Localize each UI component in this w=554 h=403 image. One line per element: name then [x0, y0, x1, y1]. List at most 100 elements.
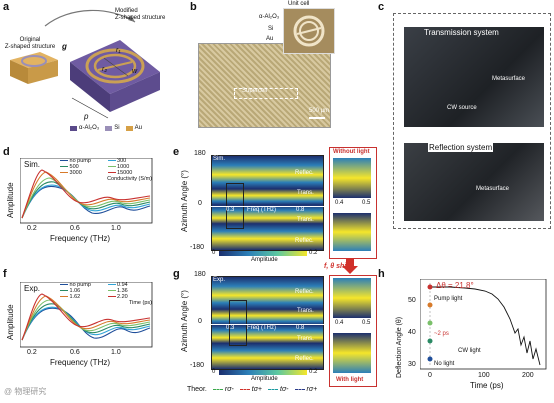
panel-h-annot-1: ~2 ps	[434, 331, 449, 337]
panel-e-cbar-min: 0	[212, 250, 216, 256]
watermark: @ 物理研究	[4, 387, 47, 396]
unit-cell-inset	[283, 8, 335, 54]
legend-d-0: no pump	[60, 158, 105, 164]
curve-d-4	[21, 171, 151, 219]
curve-f-4	[21, 295, 151, 341]
panel-e-y-mid: 0	[198, 200, 202, 207]
panel-e-f-tick-1: 0.8	[296, 207, 305, 213]
curve-d-3	[21, 177, 151, 219]
microscope-image	[198, 43, 331, 128]
panel-label-b: b	[190, 1, 197, 13]
legend-si: Si	[114, 125, 120, 131]
panel-e-f-tick-0: 0.3	[226, 207, 235, 213]
label-original: Original Z-shaped structure	[4, 37, 56, 50]
curve-f-0	[21, 307, 151, 341]
panel-f-tag: Exp.	[24, 284, 41, 293]
panel-d-ylabel: Amplitude	[6, 182, 15, 218]
panel-f-tick-2: 1.0	[111, 349, 121, 356]
panel-f-plot	[20, 282, 153, 348]
legend-f-title: Time (ps)	[128, 300, 152, 306]
legend-f-5: 2.20	[107, 294, 153, 300]
panel-g-side-upper	[333, 278, 371, 318]
panel-e-side-upper	[333, 158, 371, 198]
legend-al2o3: α-Al₂O₃	[79, 125, 100, 131]
panel-h-xtick-1: 100	[478, 372, 490, 379]
panel-label-h: h	[378, 268, 385, 280]
panel-g-freq-label: Freq (THz)	[247, 325, 276, 331]
shift-label: f, θ shift	[324, 263, 351, 270]
legend-d-5: 15000	[107, 170, 153, 176]
legend-d-3: 1000	[107, 164, 153, 170]
curve-d-1	[21, 184, 151, 219]
legend-f-1: 0.94	[107, 282, 153, 288]
layer-al2o3: α-Al₂O₃	[259, 14, 280, 20]
panel-g-row-1: Trans.	[297, 308, 314, 314]
legend-d-4: 3000	[60, 170, 105, 176]
panel-e-row-0: Reflec.	[295, 170, 314, 176]
panel-e-cbar-label: Amplitude	[251, 257, 278, 263]
panel-h-annot-0: Pump light	[434, 296, 463, 302]
photo-frame	[393, 13, 551, 229]
panel-g-cbar-max: 0.2	[309, 369, 318, 375]
panel-g-y-mid: 0	[198, 318, 202, 325]
layer-au: Au	[266, 36, 274, 42]
dim-p: p	[84, 112, 89, 121]
panel-g-ylabel: Azimuth Angle (°)	[180, 290, 189, 352]
panel-g-freq-axis	[211, 324, 328, 325]
reflection-title: Reflection system	[428, 143, 494, 152]
panel-g-side-lower	[333, 333, 371, 373]
theor-item-3: rσ+	[294, 386, 317, 393]
legend-d-2: 500	[60, 164, 105, 170]
panel-e-heatmap	[211, 155, 324, 251]
panel-e-freq-axis	[211, 206, 328, 207]
panel-e-side-tick-1: 0.5	[362, 200, 371, 206]
swatch-si	[105, 125, 113, 131]
panel-h-plot	[420, 279, 547, 370]
material-legend: α-Al₂O₃ Si Au	[70, 125, 142, 131]
panel-g-side-frame	[329, 275, 377, 387]
theor-label: Theor.	[187, 386, 207, 393]
panel-g-row-0: Reflec.	[295, 289, 314, 295]
transmission-label-metasurface: Metasurface	[492, 76, 526, 82]
dim-g: g	[62, 42, 67, 51]
panel-a-illustration	[10, 9, 160, 119]
panel-h-delta: Δθ = 21.8°	[436, 281, 474, 290]
reflection-label-metasurface: Metasurface	[476, 186, 510, 192]
panel-h-xlabel: Time (ps)	[470, 381, 504, 390]
panel-g-cbar-min: 0	[212, 369, 216, 375]
panel-g-side-tick-1: 0.5	[362, 320, 371, 326]
panel-e-ylabel: Azimuth Angle (°)	[180, 170, 189, 232]
panel-g-y-top: 180	[194, 271, 206, 278]
legend-au: Au	[134, 125, 142, 131]
curve-d-2	[21, 181, 151, 219]
panel-e-y-bot: -180	[190, 244, 205, 251]
panel-g-side-tick-0: 0.4	[335, 320, 344, 326]
panel-g-side-title: With light	[336, 377, 364, 383]
legend-d-1: 300	[107, 158, 153, 164]
panel-g-highlight	[229, 300, 247, 346]
transmission-title: Transmission system	[424, 28, 499, 37]
panel-h-ytick-1: 40	[408, 329, 416, 336]
panel-e-cbar-max: 0.2	[309, 250, 318, 256]
panel-label-e: e	[173, 146, 180, 158]
legend-f-2: 1.06	[60, 288, 105, 294]
panel-e-tag: Sim.	[213, 156, 225, 162]
panel-f-legend: no pump 0.94 1.06 1.36 1.62 2.20 Time (p…	[60, 282, 152, 306]
scale-bar-label: 500 µm	[309, 108, 330, 114]
scale-bar	[309, 117, 325, 119]
panel-e-y-top: 180	[194, 150, 206, 157]
panel-f-tick-0: 0.2	[27, 349, 37, 356]
panel-g-tag: Exp.	[213, 277, 226, 283]
panel-d-tick-1: 0.6	[70, 225, 80, 232]
swatch-au	[125, 125, 133, 131]
shift-arrow-icon	[342, 258, 358, 274]
panel-d-tick-0: 0.2	[27, 225, 37, 232]
panel-g-row-3: Reflec.	[295, 356, 314, 362]
curve-d-5	[21, 169, 151, 219]
panel-g-cbar-label: Amplitude	[251, 376, 278, 382]
panel-g-colorbar	[219, 370, 307, 375]
layer-si: Si	[268, 26, 274, 32]
legend-f-0: no pump	[60, 282, 105, 288]
panel-f-tick-1: 0.6	[70, 349, 80, 356]
dim-r2: r₂	[102, 66, 108, 73]
